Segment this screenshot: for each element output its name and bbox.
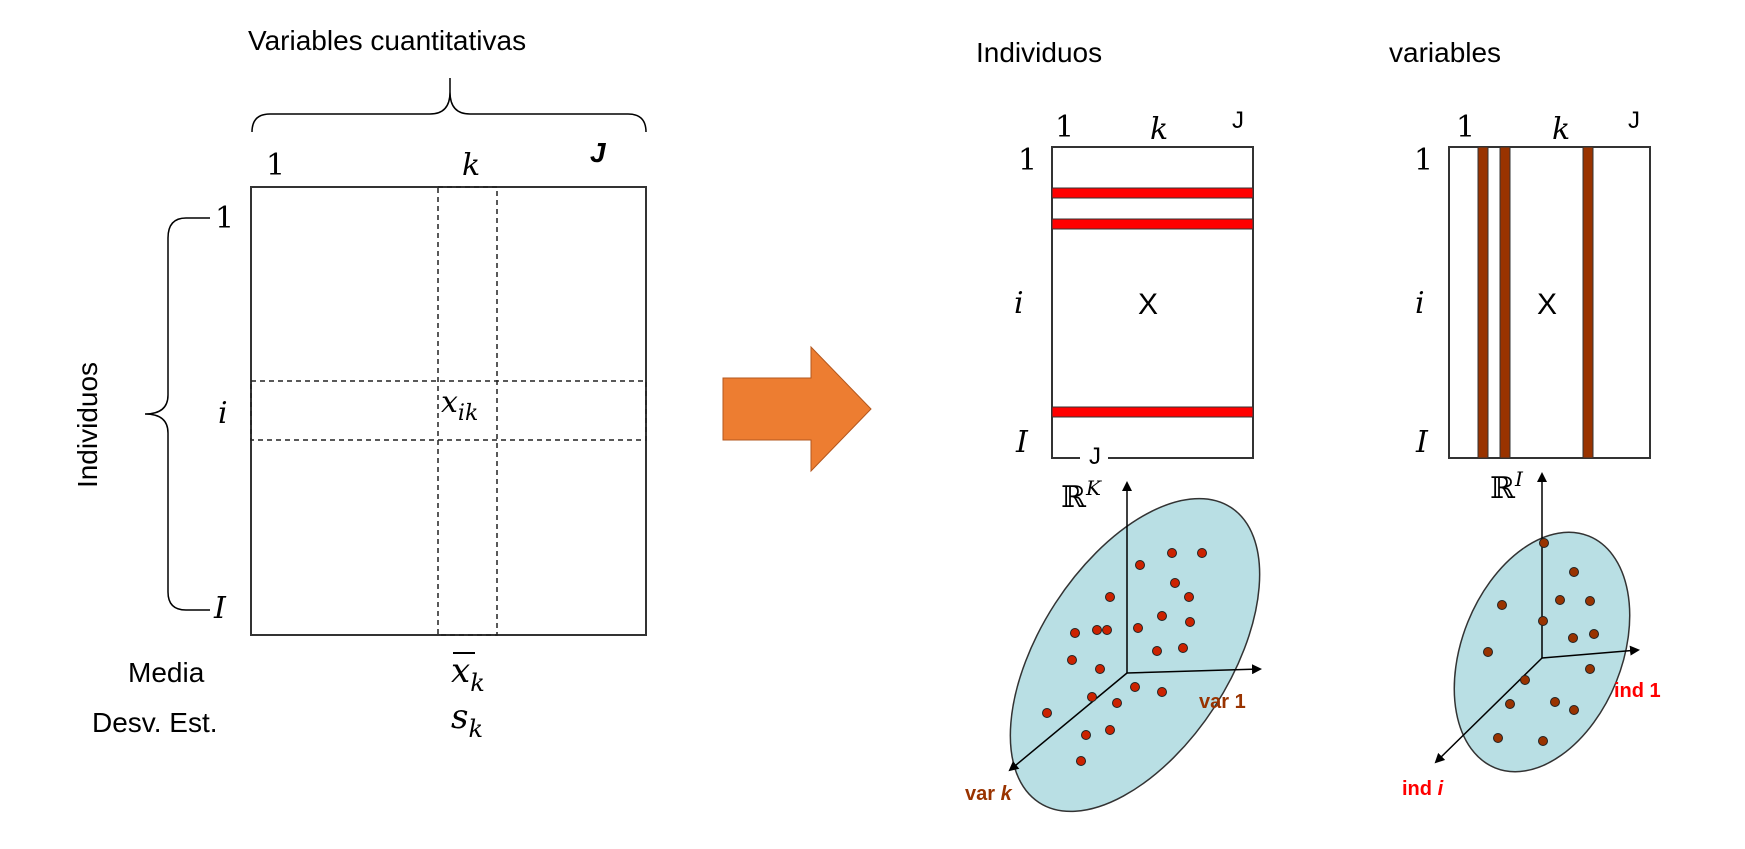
var-col-label-first: 1 [1456,110,1475,145]
ind-col-label-middle: k [1150,112,1168,147]
var-col-label-middle: k [1552,112,1570,147]
scatter-dot [1538,736,1548,746]
left-row-i-dashed [250,380,647,441]
var-space-label: ℝI [1490,467,1524,506]
left-col-label-first: 1 [266,148,285,183]
var-matrix-label: X [1537,288,1557,321]
scatter-dot [1167,548,1177,558]
var-axis-z-label: ind i [1402,778,1444,800]
var-row-label-last: I [1415,425,1429,460]
left-cell-symbol: xik [441,385,478,426]
ind-row-label-middle: i [1014,286,1024,321]
left-row-label-middle: i [218,396,228,431]
var-column-stripe [1582,146,1594,459]
scatter-dot [1197,548,1207,558]
scatter-dot [1569,705,1579,715]
scatter-dot [1505,699,1515,709]
var-panel-title: variables [1389,37,1501,68]
scatter-dot [1184,592,1194,602]
scatter-dot [1042,708,1052,718]
left-col-label-last: J [590,137,607,168]
var-axis-x [1541,645,1640,659]
scatter-dot [1102,625,1112,635]
var-dots-group [1483,538,1599,746]
scatter-dot [1539,538,1549,548]
ind-row-stripe [1051,218,1254,230]
individuos-panel: Individuos 1 k J 1 i I X J ℝK var 1 var … [965,37,1262,813]
variables-panel: variables 1 k J 1 i I X ℝI ind 1 ind i [1389,37,1661,800]
transform-arrow [722,345,872,473]
ind-col-label-last: J [1232,107,1244,134]
scatter-dot [1568,633,1578,643]
scatter-dot [1555,595,1565,605]
scatter-dot [1550,697,1560,707]
scatter-dot [1497,600,1507,610]
scatter-dot [1170,578,1180,588]
scatter-dot [1076,756,1086,766]
mean-symbol: xk [451,651,485,697]
ind-panel-title: Individuos [976,37,1102,68]
ind-row-label-first: 1 [1018,143,1037,178]
ind-axis-x-label: var 1 [1199,691,1246,713]
left-top-title: Variables cuantitativas [248,25,526,56]
left-column-k-dashed [437,186,498,636]
scatter-dot [1157,687,1167,697]
scatter-dot [1105,725,1115,735]
scatter-dot [1585,664,1595,674]
ind-axis-x [1126,664,1262,675]
ind-matrix-frame [1051,146,1254,459]
scatter-dot [1095,664,1105,674]
left-row-label-first: 1 [215,201,234,236]
scatter-dot [1112,698,1122,708]
ind-row-stripe [1051,406,1254,418]
scatter-dot [1185,617,1195,627]
left-matrix-section: Variables cuantitativas 1 k J 1 i I Indi… [72,25,647,743]
ind-dots-group [1042,548,1207,766]
ind-axis-z [1008,672,1128,772]
sd-symbol: sk [451,697,483,743]
scatter-dot [1569,567,1579,577]
left-side-brace [144,217,210,611]
left-side-title: Individuos [72,362,103,488]
ind-cloud-ellipse [1009,497,1261,813]
var-column-stripe [1477,146,1489,459]
scatter-dot [1105,592,1115,602]
scatter-dot [1081,730,1091,740]
scatter-dot [1157,611,1167,621]
ind-row-stripe [1051,187,1254,199]
scatter-dot [1493,733,1503,743]
var-row-label-first: 1 [1414,143,1433,178]
scatter-dot [1538,616,1548,626]
ind-matrix-label: X [1138,288,1158,321]
ind-bottom-label: J [1089,443,1101,470]
ind-row-label-last: I [1015,425,1029,460]
scatter-dot [1135,560,1145,570]
var-column-stripe [1499,146,1511,459]
scatter-dot [1178,643,1188,653]
scatter-dot [1152,646,1162,656]
ind-axis-z-label: var k [965,783,1013,805]
left-mean-label: Media [128,657,205,688]
scatter-dot [1589,629,1599,639]
scatter-dot [1133,623,1143,633]
scatter-dot [1585,596,1595,606]
left-row-label-last: I [213,591,227,626]
scatter-dot [1130,682,1140,692]
var-row-label-middle: i [1415,286,1425,321]
ind-col-label-first: 1 [1055,110,1074,145]
scatter-dot [1070,628,1080,638]
scatter-dot [1092,625,1102,635]
left-top-brace [251,78,647,133]
scatter-dot [1483,647,1493,657]
ind-bottom-mask [1080,444,1108,468]
var-col-label-last: J [1628,107,1640,134]
scatter-dot [1067,655,1077,665]
var-axis-x-label: ind 1 [1614,680,1661,702]
left-col-label-middle: k [462,148,480,183]
left-sd-label: Desv. Est. [92,707,218,738]
ind-space-label: ℝK [1061,476,1102,515]
scatter-dot [1087,692,1097,702]
scatter-dot [1520,675,1530,685]
